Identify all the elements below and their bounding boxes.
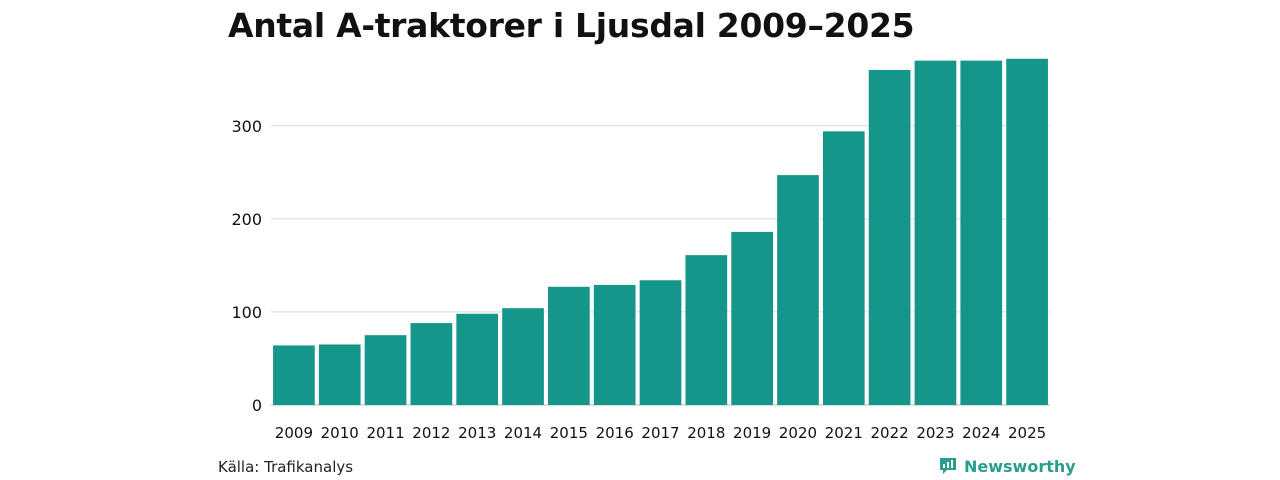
y-tick-label: 200 bbox=[231, 210, 262, 229]
brand-logo: Newsworthy bbox=[938, 456, 1076, 476]
x-tick-label: 2010 bbox=[321, 424, 359, 442]
x-tick-label: 2016 bbox=[596, 424, 634, 442]
bar-2013 bbox=[456, 313, 499, 405]
source-note: Källa: Trafikanalys bbox=[218, 458, 354, 476]
newsworthy-logo-icon bbox=[940, 458, 956, 474]
x-tick-label: 2018 bbox=[687, 424, 725, 442]
bar-2021 bbox=[822, 131, 865, 405]
brand-name: Newsworthy bbox=[964, 456, 1076, 476]
bar-2015 bbox=[548, 286, 590, 405]
bar-2014 bbox=[502, 308, 544, 405]
x-tick-label: 2012 bbox=[412, 424, 450, 442]
x-tick-label: 2019 bbox=[733, 424, 771, 442]
x-tick-label: 2025 bbox=[1008, 424, 1046, 442]
bar-2012 bbox=[410, 323, 453, 405]
y-axis-ticks: 0 100 200 300 bbox=[231, 117, 262, 415]
x-tick-label: 2017 bbox=[641, 424, 679, 442]
x-tick-label: 2014 bbox=[504, 424, 542, 442]
bar-2025 bbox=[1006, 58, 1048, 405]
bar-2018 bbox=[685, 255, 728, 405]
x-tick-label: 2024 bbox=[962, 424, 1000, 442]
x-tick-label: 2022 bbox=[871, 424, 909, 442]
y-tick-label: 300 bbox=[231, 117, 262, 136]
bar-2016 bbox=[593, 284, 636, 405]
bar-2019 bbox=[731, 231, 773, 405]
x-axis-ticks: 2009 2010 2011 2012 2013 2014 2015 2016 2017 2018… bbox=[275, 424, 1046, 442]
x-tick-label: 2009 bbox=[275, 424, 313, 442]
y-tick-label: 100 bbox=[231, 303, 262, 322]
y-tick-label: 0 bbox=[252, 396, 262, 415]
bar-2023 bbox=[914, 60, 957, 405]
bar-2024 bbox=[960, 60, 1003, 405]
bar-2010 bbox=[318, 344, 361, 405]
x-tick-label: 2023 bbox=[916, 424, 954, 442]
x-tick-label: 2013 bbox=[458, 424, 496, 442]
bar-2009 bbox=[273, 345, 315, 405]
chart-title: Antal A-traktorer i Ljusdal 2009–2025 bbox=[228, 6, 915, 45]
bar-2020 bbox=[777, 175, 819, 405]
bar-2017 bbox=[639, 280, 682, 405]
x-tick-label: 2021 bbox=[825, 424, 863, 442]
bars bbox=[273, 58, 1048, 405]
x-tick-label: 2020 bbox=[779, 424, 817, 442]
x-tick-label: 2011 bbox=[366, 424, 404, 442]
bar-2022 bbox=[868, 69, 911, 405]
x-tick-label: 2015 bbox=[550, 424, 588, 442]
bar-2011 bbox=[364, 335, 407, 405]
